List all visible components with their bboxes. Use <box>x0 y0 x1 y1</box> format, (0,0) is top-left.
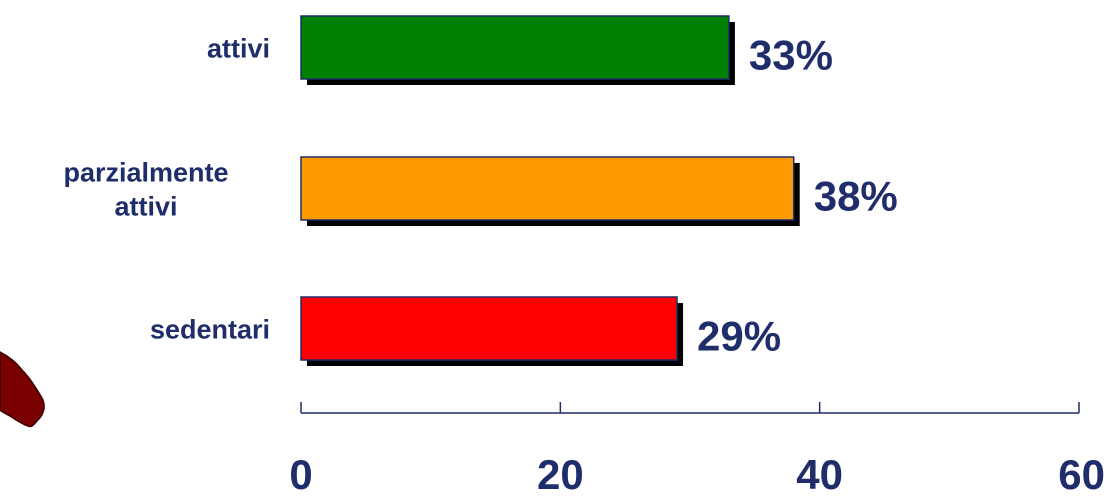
category-labels-group: attivi parzialmente attivi sedentari <box>63 34 270 345</box>
x-tick-label-3: 60 <box>1058 451 1105 497</box>
category-label-1-0: parzialmente <box>63 158 228 188</box>
value-labels-group: 33% 38% 29% <box>697 32 898 360</box>
value-label-0: 33% <box>749 32 833 79</box>
region-map-fragment <box>0 351 45 428</box>
x-tick-label-0: 0 <box>289 451 312 497</box>
category-label-0-0: attivi <box>207 34 270 64</box>
region-map-shape <box>0 351 45 428</box>
category-label-2-0: sedentari <box>150 315 270 345</box>
bar-0 <box>300 15 730 80</box>
value-label-1: 38% <box>814 173 898 220</box>
x-tick-label-1: 20 <box>537 451 584 497</box>
bars-group <box>300 15 800 366</box>
x-axis: 0 20 40 60 <box>289 402 1105 497</box>
value-label-2: 29% <box>697 313 781 360</box>
bar-2 <box>300 296 678 361</box>
bar-1 <box>300 156 795 221</box>
category-label-1-1: attivi <box>114 192 177 222</box>
x-tick-label-2: 40 <box>796 451 843 497</box>
